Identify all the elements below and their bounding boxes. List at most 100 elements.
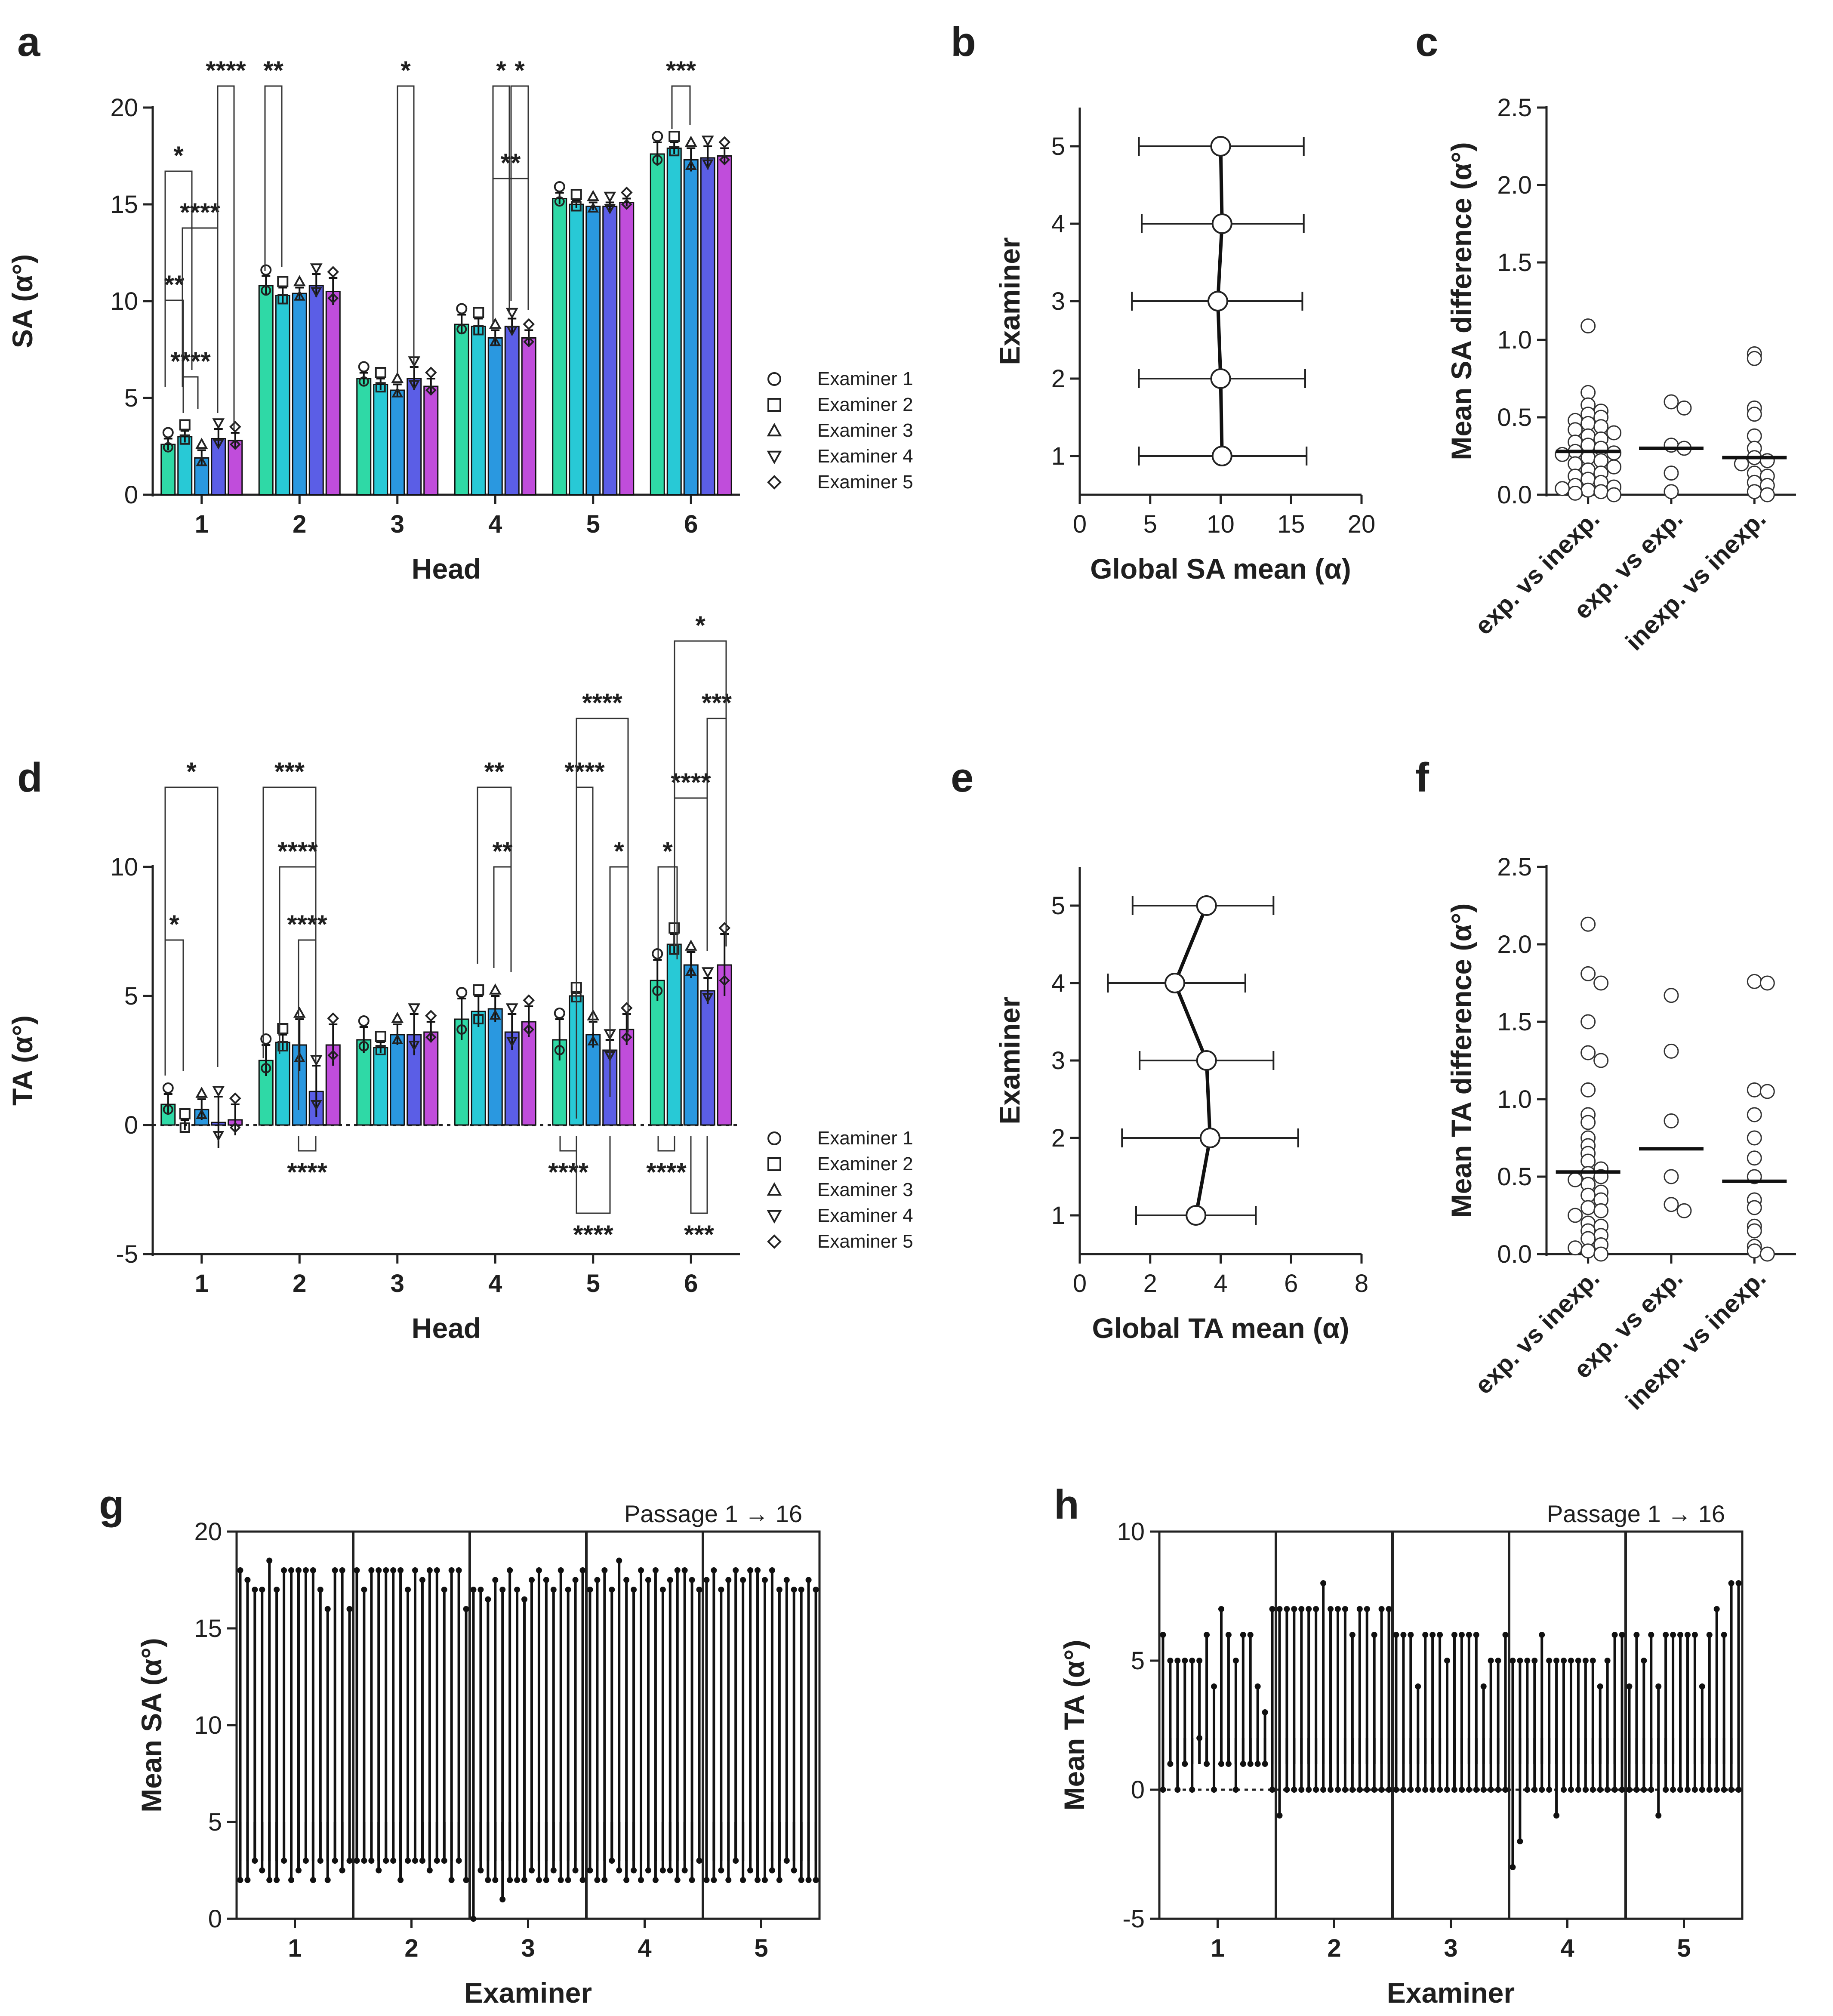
passage-band	[1519, 1738, 1522, 1764]
panel-d-y-tick-label: 0	[124, 1111, 138, 1139]
passage-low-point	[266, 1877, 273, 1883]
passage-low-point	[1451, 1787, 1457, 1793]
passage-high-point	[1400, 1632, 1407, 1638]
passage-low-point	[1553, 1813, 1560, 1819]
bar	[471, 1011, 486, 1126]
passage-high-point	[376, 1567, 382, 1573]
passage-band	[385, 1822, 388, 1861]
panel-g-x-tick-label: 2	[404, 1934, 418, 1962]
passage-band	[319, 1822, 322, 1861]
passage-low-point	[1590, 1787, 1596, 1793]
passage-low-point	[1364, 1787, 1370, 1793]
data-point-marker	[652, 986, 663, 996]
passage-band	[501, 1822, 504, 1861]
passage-high-point	[448, 1567, 455, 1573]
panel-d-y-label: TA (α°)	[6, 1015, 38, 1106]
data-point-marker	[358, 1015, 370, 1026]
passage-band	[1249, 1738, 1252, 1764]
passage-band	[1263, 1738, 1266, 1764]
data-point-marker	[261, 1063, 271, 1073]
passage-low-point	[1568, 1787, 1574, 1793]
passage-low-point	[478, 1867, 484, 1874]
significance-stars: **	[493, 837, 513, 866]
data-point	[1664, 484, 1679, 499]
panel-b-y-tick-label: 2	[1051, 365, 1065, 393]
passage-band	[712, 1822, 715, 1861]
passage-low-point	[339, 1867, 345, 1874]
data-point-marker	[523, 994, 535, 1006]
bar	[683, 159, 699, 496]
panel-c-y-tick-label: 0.0	[1497, 481, 1532, 509]
passage-band	[363, 1822, 366, 1861]
passage-low-point	[1663, 1787, 1669, 1793]
data-point-marker	[408, 1041, 420, 1051]
panel-g-y-tick-label: 20	[194, 1518, 222, 1546]
significance-stars: ****	[206, 56, 246, 85]
data-point-marker	[310, 287, 322, 298]
passage-high-point	[769, 1567, 775, 1573]
data-point	[1664, 988, 1679, 1003]
passage-high-point	[1254, 1683, 1261, 1689]
passage-low-point	[798, 1877, 804, 1883]
passage-high-point	[1160, 1632, 1166, 1638]
data-point	[1580, 385, 1596, 400]
data-point	[1568, 456, 1583, 472]
passage-band	[603, 1822, 606, 1861]
panel-d-x-tick-label: 2	[293, 1270, 306, 1298]
panel-a-y-tick-label: 15	[110, 191, 138, 219]
bar	[487, 1008, 503, 1126]
passage-low-point	[1728, 1787, 1734, 1793]
passage-low-point	[703, 1877, 710, 1883]
data-point	[1580, 318, 1596, 334]
legend-label: Examiner 3	[817, 420, 913, 441]
data-point	[1664, 1197, 1679, 1212]
passage-band	[1555, 1738, 1558, 1764]
passage-low-point	[1378, 1787, 1385, 1793]
panel-f-y-tick-label: 0.5	[1497, 1163, 1532, 1191]
panel-d-x-tick-label: 4	[488, 1270, 502, 1298]
data-point-marker	[621, 199, 632, 210]
passage-low-point	[1524, 1787, 1531, 1793]
passage-band	[1599, 1738, 1602, 1764]
passage-low-point	[1160, 1787, 1166, 1793]
passage-band	[1409, 1738, 1412, 1764]
data-point-marker	[719, 975, 730, 986]
passage-low-point	[470, 1916, 477, 1922]
data-point-marker	[213, 1131, 225, 1142]
passage-high-point	[813, 1587, 819, 1593]
passage-band	[487, 1822, 490, 1861]
panel-d-x-tick-label: 5	[586, 1270, 600, 1298]
data-point-marker	[554, 196, 565, 207]
legend-label: Examiner 5	[817, 1231, 913, 1252]
passage-band	[1300, 1738, 1303, 1764]
data-point-marker	[473, 1014, 484, 1024]
passage-low-point	[1415, 1787, 1421, 1793]
passage-high-point	[696, 1587, 702, 1593]
passage-high-point	[594, 1577, 601, 1583]
passage-band	[1672, 1738, 1675, 1764]
passage-high-point	[1590, 1658, 1596, 1664]
passage-high-point	[1458, 1632, 1465, 1638]
data-point	[1593, 1246, 1609, 1262]
passage-band	[1715, 1738, 1718, 1764]
panel-e-y-tick-label: 3	[1051, 1047, 1065, 1075]
data-point	[1747, 484, 1762, 499]
data-point-marker	[375, 367, 386, 378]
data-point	[1580, 1231, 1596, 1246]
bar	[650, 980, 665, 1126]
passage-low-point	[1677, 1787, 1684, 1793]
significance-stars: ***	[666, 56, 696, 85]
passage-high-point	[1473, 1632, 1479, 1638]
passage-high-point	[755, 1567, 761, 1573]
significance-stars: *	[496, 56, 506, 85]
passage-high-point	[244, 1577, 251, 1583]
passage-low-point	[565, 1877, 571, 1883]
passage-low-point	[1626, 1787, 1633, 1793]
passage-high-point	[302, 1567, 309, 1573]
panel-b-x-tick-label: 15	[1277, 510, 1305, 538]
passage-band	[537, 1822, 540, 1861]
passage-band	[1460, 1738, 1463, 1764]
passage-band	[1242, 1738, 1245, 1764]
passage-low-point	[1488, 1787, 1494, 1793]
passage-band	[399, 1822, 402, 1861]
